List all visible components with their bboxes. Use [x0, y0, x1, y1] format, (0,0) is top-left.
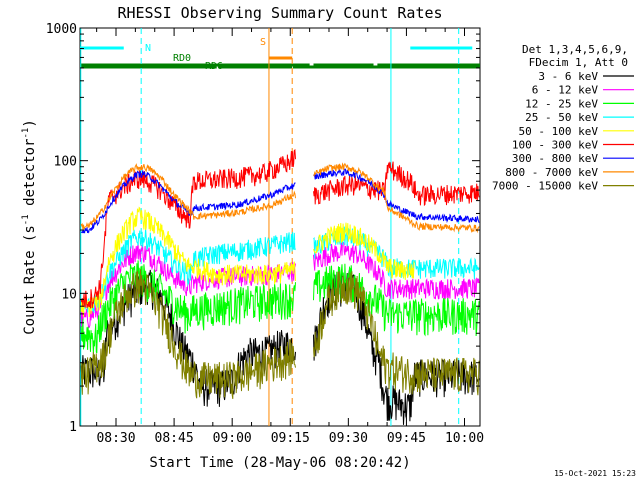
- x-tick-label: 09:45: [387, 431, 426, 446]
- series-line: [80, 168, 480, 234]
- y-tick-label: 1000: [46, 22, 77, 37]
- y-label-close: ): [22, 119, 38, 127]
- legend-entry-label: 50 - 100 keV: [519, 125, 599, 138]
- series-line: [80, 206, 415, 318]
- legend-entry-label: 7000 - 15000 keV: [492, 180, 598, 193]
- series-layer: [80, 148, 480, 425]
- legend-entry-label: 300 - 800 keV: [512, 152, 598, 165]
- x-axis-ticks: 08:30 08:45 09:00 09:15 09:30 09:45 10:00: [96, 28, 484, 446]
- status-bars: [80, 46, 480, 69]
- series-line: [80, 148, 480, 309]
- annotation-label: RD0: [173, 53, 191, 64]
- series-line: [80, 162, 480, 234]
- plot-frame: [79, 27, 481, 427]
- annotation-label: N: [145, 43, 151, 54]
- y-label-sup2: -1: [21, 128, 31, 139]
- x-tick-label: 10:00: [445, 431, 484, 446]
- y-label-tail: detector: [22, 139, 38, 215]
- legend-header-line: FDecim 1, Att 0: [529, 56, 628, 69]
- x-tick-label: 08:45: [155, 431, 194, 446]
- chart-title: RHESSI Observing Summary Count Rates: [117, 4, 442, 22]
- x-tick-label: 08:30: [96, 431, 135, 446]
- annotation-label: S: [260, 37, 266, 48]
- legend: Det 1,3,4,5,6,9,FDecim 1, Att 03 - 6 keV…: [492, 43, 634, 193]
- x-tick-label: 09:00: [213, 431, 252, 446]
- legend-entry-label: 12 - 25 keV: [525, 97, 598, 110]
- y-tick-label: 10: [61, 287, 77, 302]
- y-axis-ticks: 1 10 100 1000: [46, 22, 480, 435]
- legend-entry-label: 6 - 12 keV: [532, 84, 599, 97]
- footer-timestamp: 15-Oct-2021 15:23: [554, 469, 636, 478]
- x-tick-label: 09:15: [271, 431, 310, 446]
- legend-entry-label: 3 - 6 keV: [538, 70, 598, 83]
- legend-entry-label: 800 - 7000 keV: [505, 166, 598, 179]
- legend-entry-label: 100 - 300 keV: [512, 139, 598, 152]
- annotations: N S RD0 RD6: [145, 37, 266, 72]
- annotation-label: RD6: [205, 61, 223, 72]
- legend-entry-label: 25 - 50 keV: [525, 111, 598, 124]
- y-axis-label: Count Rate (s-1 detector-1): [21, 119, 38, 335]
- series-line: [80, 269, 480, 399]
- legend-header-line: Det 1,3,4,5,6,9,: [522, 43, 628, 56]
- y-tick-label: 1: [69, 420, 77, 435]
- y-label-sup: -1: [21, 214, 31, 225]
- x-tick-label: 09:30: [329, 431, 368, 446]
- x-axis-label: Start Time (28-May-06 08:20:42): [149, 455, 410, 471]
- y-label-main: Count Rate (s: [22, 225, 38, 335]
- y-tick-label: 100: [54, 155, 77, 170]
